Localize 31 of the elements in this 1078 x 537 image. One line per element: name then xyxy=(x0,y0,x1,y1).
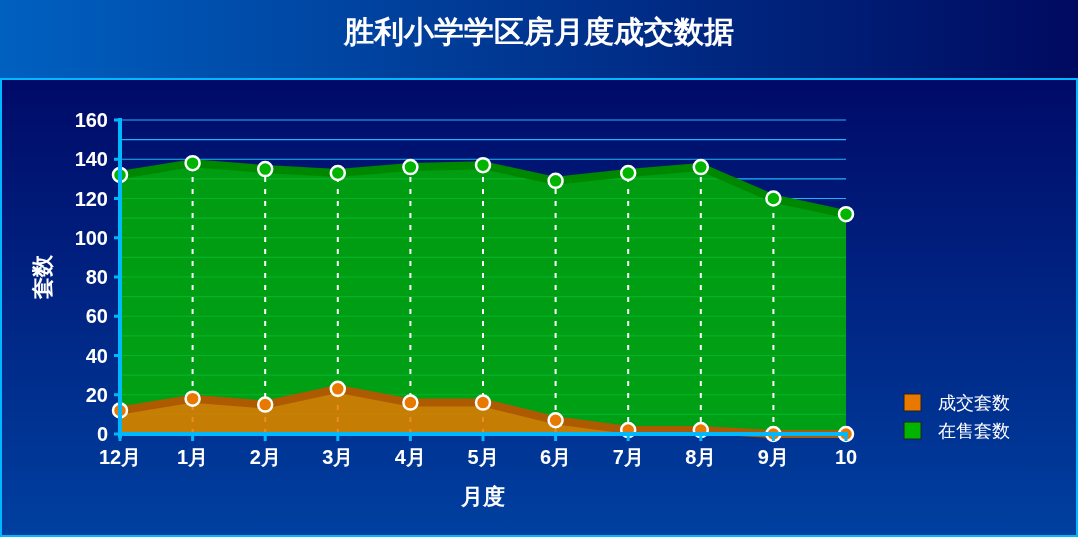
x-tick-label: 5月 xyxy=(467,446,499,468)
x-tick-label: 6月 xyxy=(540,446,572,468)
y-tick-label: 160 xyxy=(74,109,108,131)
x-axis-title: 月度 xyxy=(460,484,505,509)
y-axis-title: 套数 xyxy=(30,254,55,300)
y-tick-label: 0 xyxy=(96,423,108,445)
x-tick-label: 9月 xyxy=(757,446,789,468)
x-tick-label: 10 xyxy=(834,446,858,468)
y-tick-label: 120 xyxy=(74,187,108,210)
y-tick-label: 140 xyxy=(74,148,108,171)
y-tick-label: 60 xyxy=(85,305,108,328)
x-tick-label: 7月 xyxy=(612,446,644,468)
point xyxy=(547,412,564,429)
x-tick-label: 8月 xyxy=(685,446,717,468)
point xyxy=(329,380,347,398)
legend-label: 成交套数 xyxy=(938,393,1010,413)
point xyxy=(474,394,492,411)
point xyxy=(402,394,419,411)
x-tick-label: 2月 xyxy=(249,446,281,468)
y-tick-label: 40 xyxy=(85,344,108,367)
y-tick-label: 80 xyxy=(85,266,108,288)
x-tick-label: 12月 xyxy=(98,446,142,468)
x-tick-label: 4月 xyxy=(394,446,426,468)
point xyxy=(256,396,274,413)
y-tick-label: 20 xyxy=(85,383,108,406)
legend-label: 在售套数 xyxy=(938,421,1010,441)
chart-title: 胜利小学学区房月度成交数据 xyxy=(343,15,734,48)
y-tick-label: 100 xyxy=(74,226,108,249)
point xyxy=(184,390,201,407)
x-tick-label: 1月 xyxy=(177,446,209,468)
x-tick-label: 3月 xyxy=(322,446,354,468)
